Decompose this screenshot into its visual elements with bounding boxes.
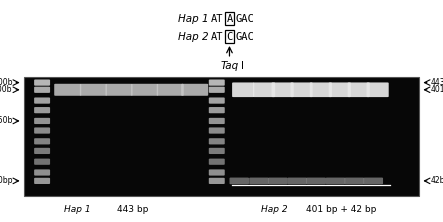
Text: 401 bp + 42 bp: 401 bp + 42 bp	[306, 205, 376, 214]
FancyBboxPatch shape	[209, 169, 225, 176]
FancyBboxPatch shape	[34, 127, 50, 134]
FancyBboxPatch shape	[34, 79, 50, 86]
FancyBboxPatch shape	[364, 178, 383, 184]
FancyBboxPatch shape	[209, 79, 225, 86]
FancyBboxPatch shape	[209, 148, 225, 154]
FancyBboxPatch shape	[34, 148, 50, 154]
FancyBboxPatch shape	[209, 87, 225, 93]
Text: 42bp: 42bp	[431, 176, 443, 185]
Text: Hap 2: Hap 2	[261, 205, 288, 214]
FancyBboxPatch shape	[366, 82, 389, 97]
FancyBboxPatch shape	[348, 82, 370, 97]
FancyBboxPatch shape	[249, 178, 269, 184]
FancyBboxPatch shape	[80, 84, 107, 96]
FancyBboxPatch shape	[225, 12, 234, 25]
FancyBboxPatch shape	[329, 82, 351, 97]
Text: 443 bp: 443 bp	[117, 205, 148, 214]
FancyBboxPatch shape	[54, 84, 81, 96]
Text: 50bp: 50bp	[0, 176, 12, 185]
FancyBboxPatch shape	[209, 159, 225, 165]
Text: I: I	[241, 61, 244, 71]
FancyBboxPatch shape	[105, 84, 132, 96]
FancyBboxPatch shape	[34, 118, 50, 124]
FancyBboxPatch shape	[209, 97, 225, 104]
FancyBboxPatch shape	[209, 178, 225, 184]
FancyBboxPatch shape	[225, 30, 234, 43]
Text: GAC: GAC	[235, 32, 254, 42]
FancyBboxPatch shape	[326, 178, 345, 184]
Text: 401b: 401b	[431, 85, 443, 94]
FancyBboxPatch shape	[34, 97, 50, 104]
FancyBboxPatch shape	[291, 82, 313, 97]
FancyBboxPatch shape	[34, 178, 50, 184]
FancyBboxPatch shape	[209, 127, 225, 134]
FancyBboxPatch shape	[268, 178, 288, 184]
FancyBboxPatch shape	[181, 84, 208, 96]
FancyBboxPatch shape	[34, 87, 50, 93]
Text: 250b: 250b	[0, 117, 12, 125]
Text: GAC: GAC	[235, 14, 254, 24]
FancyBboxPatch shape	[209, 107, 225, 113]
FancyBboxPatch shape	[345, 178, 364, 184]
FancyBboxPatch shape	[209, 118, 225, 124]
FancyBboxPatch shape	[34, 107, 50, 113]
FancyBboxPatch shape	[310, 82, 332, 97]
FancyBboxPatch shape	[34, 159, 50, 165]
FancyBboxPatch shape	[288, 178, 307, 184]
Text: Hap 1: Hap 1	[178, 14, 208, 24]
FancyBboxPatch shape	[307, 178, 326, 184]
FancyBboxPatch shape	[272, 82, 294, 97]
FancyBboxPatch shape	[34, 169, 50, 176]
Text: AT: AT	[211, 14, 224, 24]
FancyBboxPatch shape	[232, 82, 254, 97]
FancyBboxPatch shape	[131, 84, 158, 96]
Text: 400b: 400b	[0, 85, 12, 94]
Text: Hap 2: Hap 2	[178, 32, 208, 42]
Text: Taq: Taq	[220, 61, 239, 71]
Text: Hap 1: Hap 1	[64, 205, 91, 214]
FancyBboxPatch shape	[157, 84, 184, 96]
Text: 443b: 443b	[431, 78, 443, 87]
FancyBboxPatch shape	[209, 138, 225, 145]
Text: C: C	[226, 32, 233, 42]
Text: AT: AT	[211, 32, 224, 42]
Bar	[24, 77, 419, 196]
Text: A: A	[226, 14, 233, 24]
Text: 500b: 500b	[0, 78, 12, 87]
FancyBboxPatch shape	[229, 178, 249, 184]
FancyBboxPatch shape	[34, 138, 50, 145]
FancyBboxPatch shape	[253, 82, 275, 97]
